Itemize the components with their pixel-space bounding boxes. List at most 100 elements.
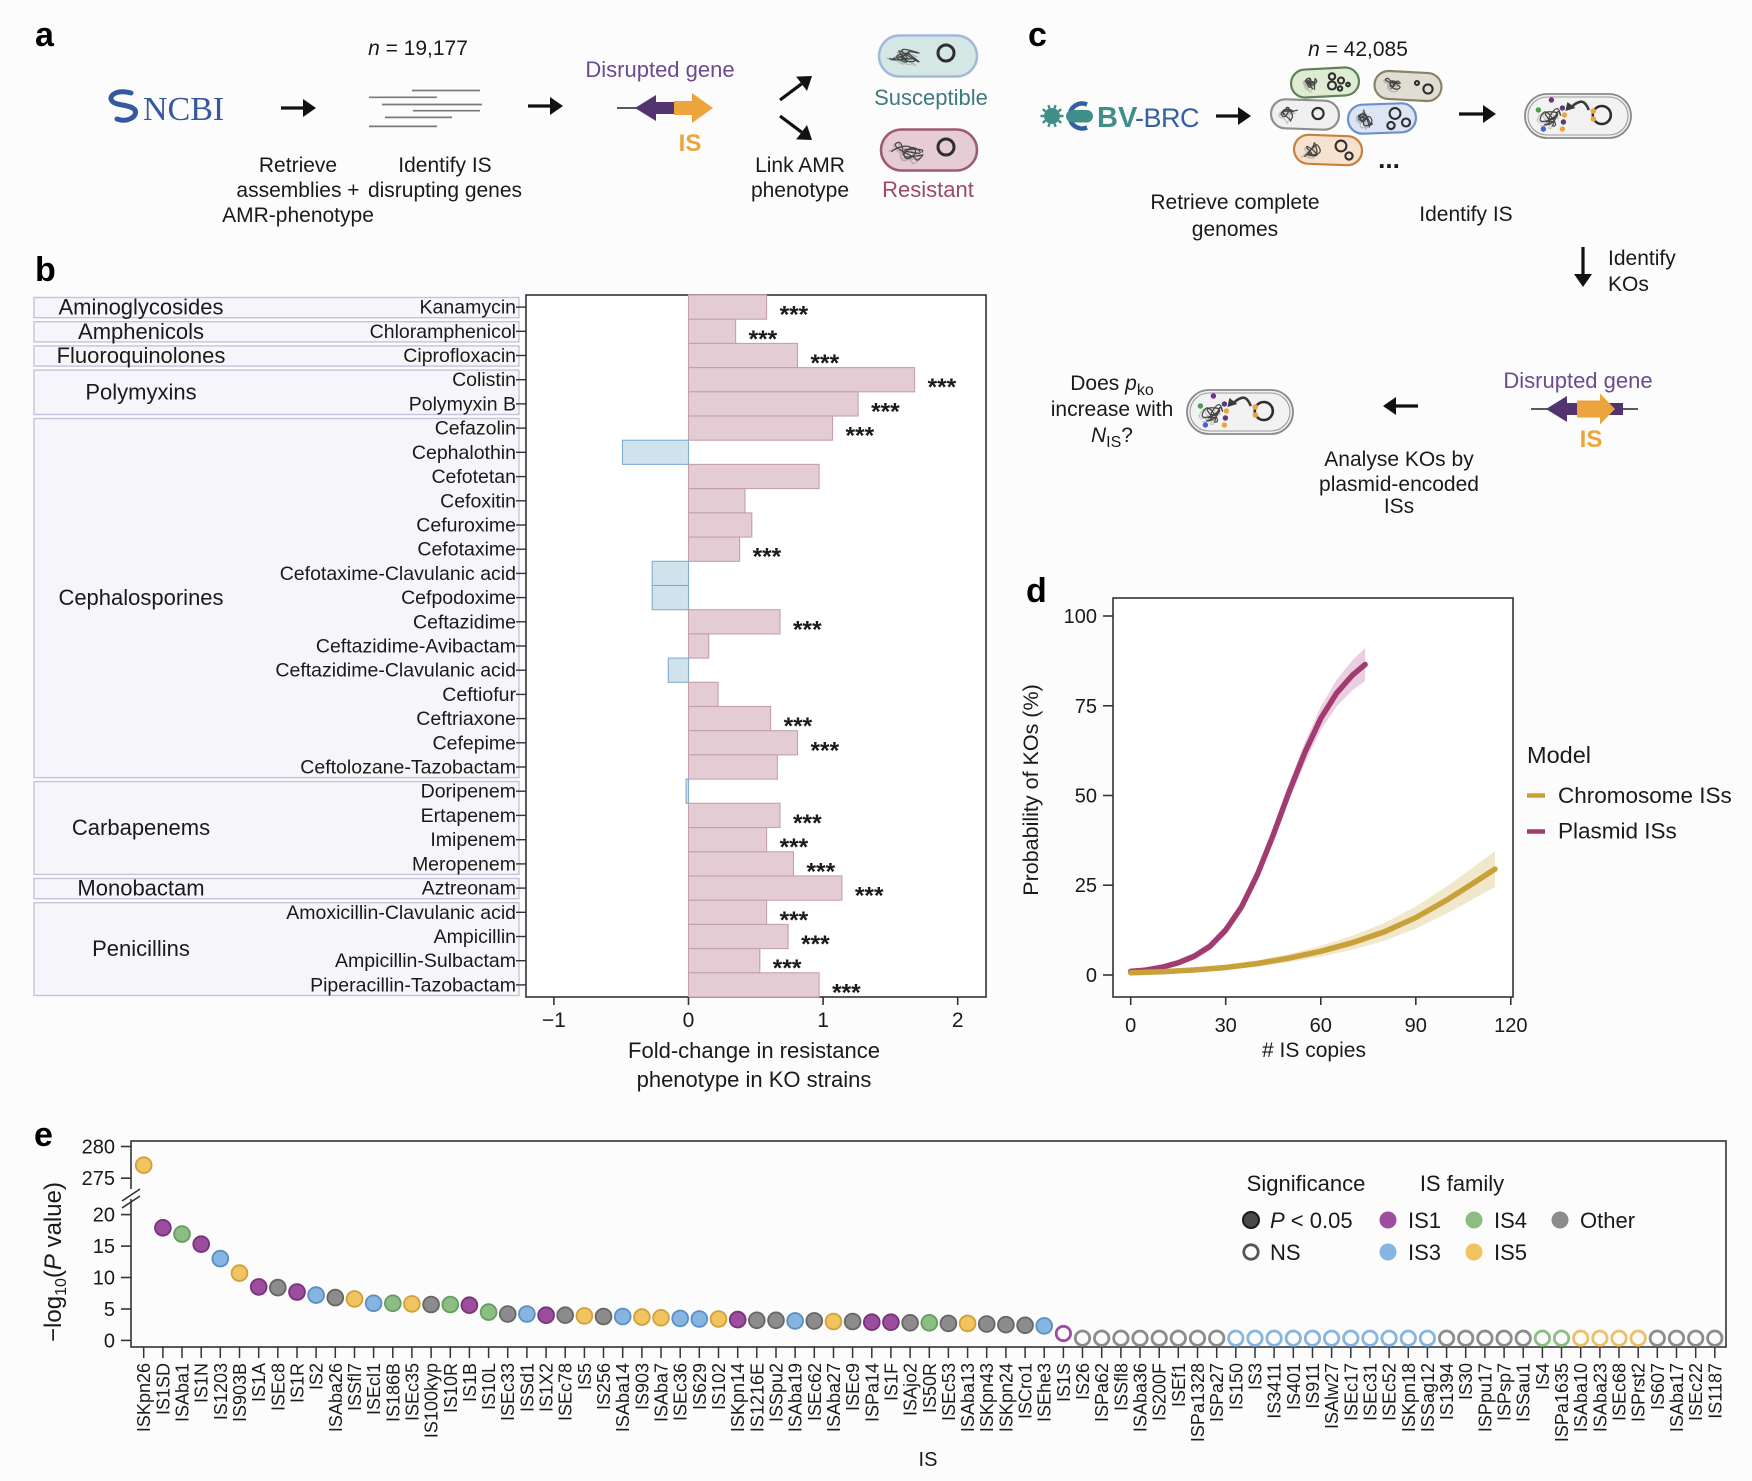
svg-text:Imipenem: Imipenem	[430, 829, 516, 851]
svg-text:280: 280	[82, 1137, 115, 1159]
svg-text:IS186B: IS186B	[383, 1363, 403, 1422]
svg-text:20: 20	[93, 1205, 115, 1227]
svg-text:n = 42,085: n = 42,085	[1308, 38, 1408, 61]
svg-text:increase with: increase with	[1051, 398, 1174, 421]
svg-text:IS: IS	[1580, 426, 1603, 453]
svg-text:Polymyxin B: Polymyxin B	[409, 393, 516, 415]
svg-text:IS200F: IS200F	[1150, 1363, 1170, 1421]
svg-text:ISPrst2: ISPrst2	[1629, 1363, 1649, 1422]
svg-text:ISEc8: ISEc8	[268, 1363, 288, 1411]
svg-text:Ceftazidime-Avibactam: Ceftazidime-Avibactam	[316, 636, 516, 658]
svg-text:ISEhe3: ISEhe3	[1035, 1363, 1055, 1422]
svg-text:disrupting genes: disrupting genes	[368, 179, 522, 202]
svg-text:ISAjo2: ISAjo2	[901, 1363, 921, 1416]
svg-text:ISs: ISs	[1384, 495, 1414, 518]
svg-text:ISSau1: ISSau1	[1514, 1363, 1534, 1422]
svg-text:Ampicillin: Ampicillin	[434, 926, 516, 948]
svg-text:BV: BV	[1097, 102, 1138, 134]
svg-text:AMR-phenotype: AMR-phenotype	[222, 204, 374, 227]
svg-text:IS1187: IS1187	[1705, 1363, 1725, 1419]
svg-text:ISEc9: ISEc9	[843, 1363, 863, 1411]
svg-text:***: ***	[753, 544, 782, 571]
svg-text:IS1S: IS1S	[1054, 1363, 1074, 1402]
svg-text:ISAba27: ISAba27	[824, 1363, 844, 1432]
svg-text:ISAba14: ISAba14	[613, 1363, 633, 1432]
svg-text:IS629: IS629	[690, 1363, 710, 1410]
svg-text:Doripenem: Doripenem	[421, 781, 516, 803]
svg-text:ISEc33: ISEc33	[498, 1363, 518, 1421]
svg-text:ISEc17: ISEc17	[1341, 1363, 1361, 1421]
svg-text:plasmid-encoded: plasmid-encoded	[1319, 473, 1479, 496]
svg-text:IS family: IS family	[1420, 1171, 1504, 1196]
svg-text:Probability of KOs (%): Probability of KOs (%)	[1019, 684, 1043, 895]
svg-text:60: 60	[1310, 1015, 1332, 1037]
svg-text:Polymyxins: Polymyxins	[85, 379, 196, 404]
svg-text:Aminoglycosides: Aminoglycosides	[58, 295, 223, 320]
svg-text:ISEc78: ISEc78	[556, 1363, 576, 1421]
svg-text:Other: Other	[1580, 1208, 1635, 1233]
svg-text:b: b	[35, 251, 56, 289]
svg-text:***: ***	[871, 398, 900, 425]
svg-text:ISEc53: ISEc53	[939, 1363, 959, 1421]
svg-text:Identify IS: Identify IS	[1419, 203, 1512, 226]
svg-text:ISAba17: ISAba17	[1667, 1363, 1687, 1432]
svg-text:***: ***	[855, 883, 884, 910]
svg-text:IS5: IS5	[575, 1363, 595, 1390]
svg-text:Cefotaxime: Cefotaxime	[417, 539, 516, 561]
svg-text:10: 10	[93, 1268, 115, 1290]
svg-text:P < 0.05: P < 0.05	[1270, 1208, 1353, 1233]
svg-text:IS150: IS150	[1226, 1363, 1246, 1410]
svg-text:ISPa1635: ISPa1635	[1552, 1363, 1572, 1442]
svg-text:Cephalothin: Cephalothin	[412, 442, 516, 464]
svg-text:Penicillins: Penicillins	[92, 936, 190, 961]
svg-text:Analyse KOs by: Analyse KOs by	[1324, 448, 1474, 471]
svg-text:IS1X2: IS1X2	[537, 1363, 557, 1412]
svg-text:Significance: Significance	[1247, 1171, 1366, 1196]
svg-text:ISAba26: ISAba26	[326, 1363, 346, 1432]
svg-text:IS30: IS30	[1456, 1363, 1476, 1400]
svg-text:IS: IS	[679, 130, 702, 157]
svg-text:Ceftiofur: Ceftiofur	[442, 684, 516, 706]
svg-text:IS903B: IS903B	[230, 1363, 250, 1422]
svg-text:genomes: genomes	[1192, 218, 1278, 241]
svg-text:e: e	[34, 1116, 53, 1154]
svg-text:90: 90	[1405, 1015, 1427, 1037]
svg-text:***: ***	[793, 810, 822, 837]
svg-text:NCBI: NCBI	[143, 91, 224, 128]
svg-text:Amoxicillin-Clavulanic acid: Amoxicillin-Clavulanic acid	[286, 902, 516, 924]
svg-text:ISKpn18: ISKpn18	[1399, 1363, 1419, 1432]
svg-text:phenotype: phenotype	[751, 179, 849, 202]
svg-text:ISPa1328: ISPa1328	[1188, 1363, 1208, 1442]
svg-text:IS1: IS1	[1408, 1208, 1441, 1233]
svg-text:ISAba1: ISAba1	[173, 1363, 193, 1422]
svg-text:Carbapenems: Carbapenems	[72, 815, 210, 840]
svg-text:IS1N: IS1N	[192, 1363, 212, 1403]
svg-text:ISKpn14: ISKpn14	[728, 1363, 748, 1432]
svg-text:ISPa27: ISPa27	[1207, 1363, 1227, 1422]
svg-text:IS100kyp: IS100kyp	[422, 1363, 442, 1438]
svg-text:***: ***	[811, 737, 840, 764]
svg-text:Link AMR: Link AMR	[755, 154, 845, 177]
svg-text:ISPa14: ISPa14	[862, 1363, 882, 1422]
svg-text:***: ***	[832, 979, 861, 1006]
svg-text:IS4: IS4	[1494, 1208, 1527, 1233]
svg-text:a: a	[35, 16, 55, 54]
svg-text:IS: IS	[919, 1449, 938, 1471]
svg-text:ISKpn26: ISKpn26	[134, 1363, 154, 1432]
svg-text:−1: −1	[542, 1009, 566, 1032]
svg-text:30: 30	[1215, 1015, 1237, 1037]
svg-text:IS3: IS3	[1246, 1363, 1266, 1390]
svg-text:IS1216E: IS1216E	[747, 1363, 767, 1432]
svg-text:Plasmid ISs: Plasmid ISs	[1558, 819, 1677, 844]
svg-text:***: ***	[928, 374, 957, 401]
svg-text:Amphenicols: Amphenicols	[78, 319, 204, 344]
svg-text:0: 0	[104, 1330, 115, 1352]
svg-text:Model: Model	[1527, 742, 1591, 768]
svg-text:Susceptible: Susceptible	[874, 85, 988, 110]
svg-text:ISEc35: ISEc35	[402, 1363, 422, 1421]
svg-text:15: 15	[93, 1236, 115, 1258]
svg-text:KOs: KOs	[1608, 273, 1649, 296]
svg-text:IS50R: IS50R	[920, 1363, 940, 1413]
svg-text:ISSag12: ISSag12	[1418, 1363, 1438, 1432]
svg-text:−log10(P value): −log10(P value)	[40, 1182, 70, 1342]
